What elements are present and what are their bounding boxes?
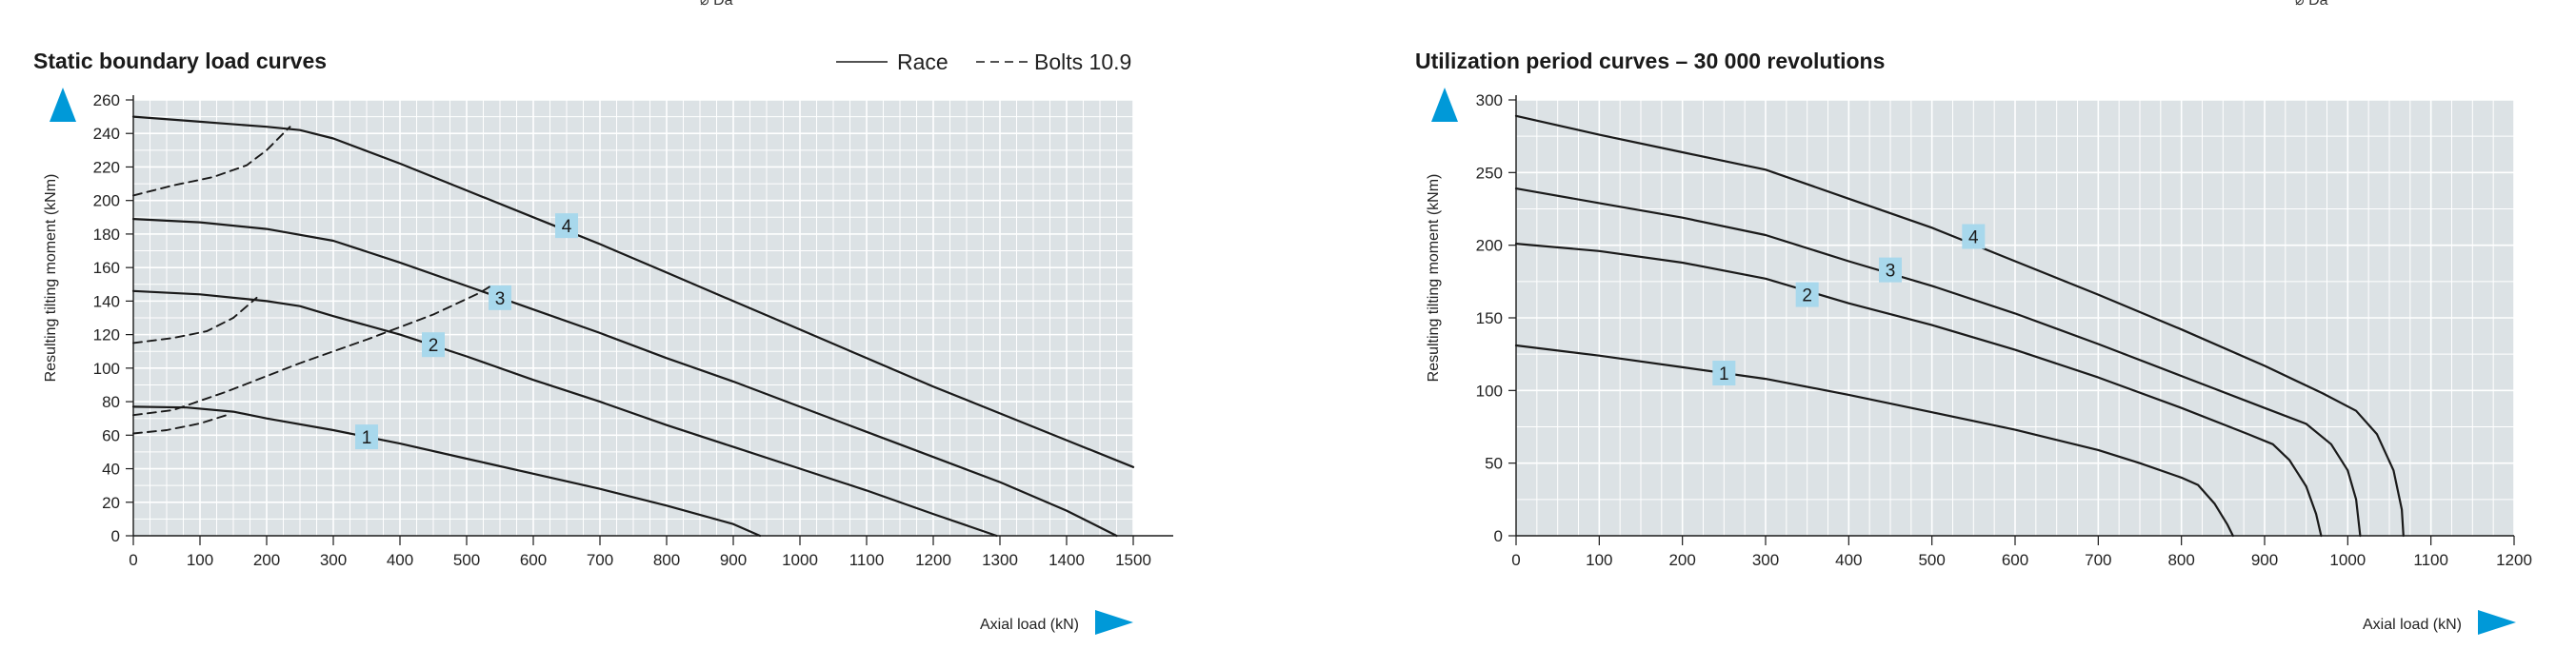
race-curve-line-3: [131, 218, 1118, 538]
race-curve-line-2: [1514, 243, 2323, 538]
x-tick-label: 400: [1835, 551, 1862, 569]
y-tick-label: 180: [93, 226, 120, 244]
y-tick-label: 160: [93, 259, 120, 277]
series-group: 1 2 3 4: [1514, 114, 2405, 538]
curve-label-box: [422, 332, 445, 358]
curve-label-box: [355, 424, 378, 450]
race-curve-line-1: [131, 405, 762, 538]
race-curve-line-2: [131, 289, 998, 538]
legend-label-race: Race: [897, 49, 949, 74]
x-tick-label: 0: [129, 551, 137, 569]
y-tick-label: 80: [102, 393, 120, 411]
x-tick-label: 900: [720, 551, 747, 569]
grid: [133, 99, 1134, 536]
y-tick-label: 50: [1485, 455, 1503, 473]
x-tick-label: 600: [520, 551, 547, 569]
curve-label: 3: [495, 289, 506, 309]
curve-label: 4: [1968, 228, 1979, 248]
y-tick-label: 100: [93, 360, 120, 378]
x-tick-label: 1000: [2329, 551, 2366, 569]
x-tick-label: 800: [2167, 551, 2194, 569]
x-tick-label: 200: [1668, 551, 1695, 569]
curve-label: 2: [1802, 286, 1812, 306]
x-tick-label: 900: [2251, 551, 2278, 569]
x-tick-label: 800: [653, 551, 680, 569]
race-curve-line-4: [1514, 114, 2405, 538]
bolt-curve-line: [132, 126, 291, 197]
curve-label-box: [1795, 282, 1819, 307]
race-curve-line-1: [1514, 344, 2234, 538]
y-axis-label: Resulting tilting moment (kNm): [43, 174, 59, 383]
curve-label: 2: [429, 336, 439, 356]
y-axis-label: Resulting tilting moment (kNm): [1426, 174, 1442, 383]
x-tick-label: 300: [1752, 551, 1779, 569]
y-tick-label: 250: [1476, 164, 1503, 182]
curve-label-box: [555, 213, 578, 239]
chart-static-boundary: Static boundary load curves Resulting ti…: [33, 49, 1173, 635]
chart-utilization-period: Utilization period curves – 30 000 revol…: [1415, 49, 2532, 635]
curve-label: 1: [1719, 364, 1729, 384]
y-tick-label: 60: [102, 426, 120, 444]
race-curve-line-3: [1514, 187, 2362, 538]
y-tick-label: 100: [1476, 382, 1503, 400]
bolt-curve-line: [132, 283, 494, 417]
series-group: 1 2 3 4: [131, 115, 1135, 538]
curve-label-box: [1712, 361, 1736, 386]
x-tick-label: 200: [253, 551, 280, 569]
x-axis-label: Axial load (kN): [980, 617, 1079, 633]
x-axis-arrow-icon: [2478, 610, 2516, 635]
x-tick-label: 1200: [2496, 551, 2532, 569]
y-tick-label: 0: [1494, 527, 1503, 545]
curve-label-box: [1879, 257, 1902, 283]
curve-label: 1: [362, 428, 372, 448]
y-tick-label: 300: [1476, 91, 1503, 109]
x-axis-arrow-icon: [1095, 610, 1133, 635]
x-tick-label: 500: [1918, 551, 1945, 569]
y-tick-label: 220: [93, 158, 120, 176]
grid: [1516, 99, 2515, 536]
y-tick-label: 240: [93, 125, 120, 143]
x-tick-label: 1100: [849, 551, 885, 569]
x-tick-label: 0: [1511, 551, 1520, 569]
y-tick-label: 20: [102, 494, 120, 512]
legend-label-bolts: Bolts 10.9: [1034, 49, 1131, 74]
y-tick-label: 200: [1476, 237, 1503, 255]
curve-label-box: [489, 285, 511, 310]
x-tick-label: 1300: [982, 551, 1018, 569]
x-axis-label: Axial load (kN): [2363, 617, 2462, 633]
curve-label: 3: [1886, 262, 1896, 282]
bolt-curve-line: [132, 296, 258, 344]
y-axis-arrow-icon: [1431, 88, 1458, 122]
x-tick-label: 700: [587, 551, 613, 569]
x-tick-label: 1500: [1115, 551, 1151, 569]
x-tick-label: 1000: [782, 551, 818, 569]
y-tick-label: 260: [93, 91, 120, 109]
y-tick-label: 120: [93, 326, 120, 344]
curve-label: 4: [562, 217, 572, 237]
curve-label-box: [1962, 224, 1986, 249]
bolt-curve-line: [132, 414, 228, 435]
chart-title: Static boundary load curves: [33, 49, 327, 73]
x-tick-label: 300: [320, 551, 347, 569]
x-tick-label: 1100: [2413, 551, 2448, 569]
x-tick-label: 500: [453, 551, 480, 569]
x-tick-label: 1400: [1048, 551, 1085, 569]
top-fragment-left: ⌀ Da: [700, 0, 733, 9]
x-tick-label: 700: [2085, 551, 2111, 569]
y-tick-label: 150: [1476, 309, 1503, 327]
chart-title: Utilization period curves – 30 000 revol…: [1415, 49, 1885, 73]
y-tick-label: 140: [93, 292, 120, 310]
y-axis-arrow-icon: [50, 88, 76, 122]
y-tick-label: 200: [93, 192, 120, 210]
y-tick-label: 40: [102, 461, 120, 479]
x-tick-label: 400: [387, 551, 413, 569]
y-tick-label: 0: [111, 527, 120, 545]
x-tick-label: 600: [2002, 551, 2028, 569]
top-fragment-right: ⌀ Da: [2295, 0, 2328, 9]
legend: Race Bolts 10.9: [836, 49, 1131, 74]
x-tick-label: 1200: [915, 551, 951, 569]
x-tick-label: 100: [1586, 551, 1612, 569]
x-tick-label: 100: [187, 551, 213, 569]
